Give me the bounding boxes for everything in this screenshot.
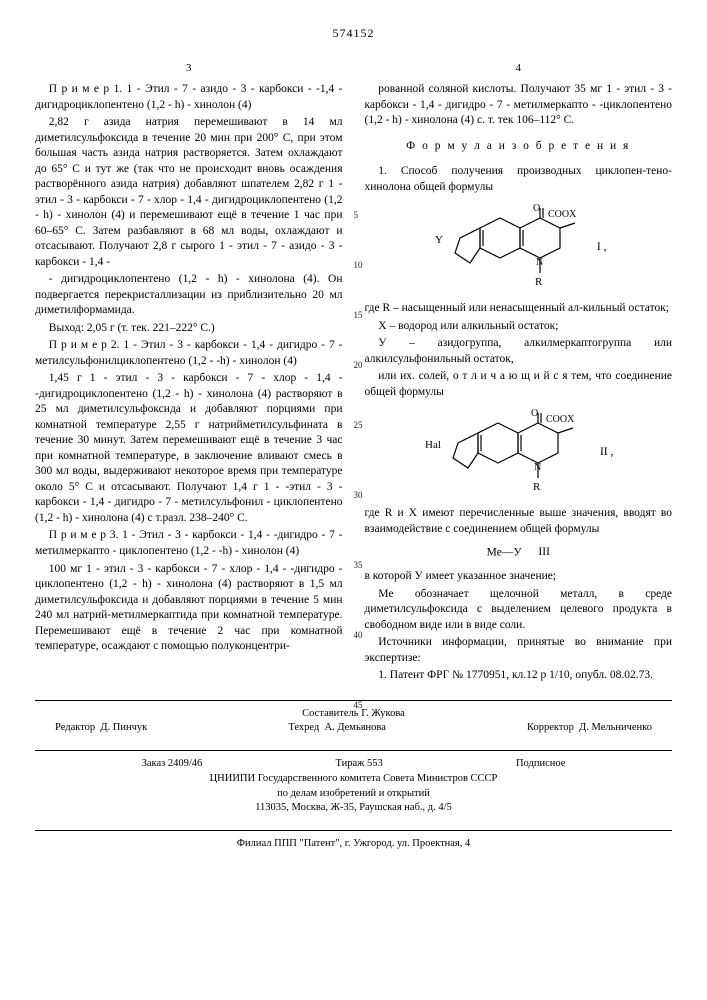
example-3-body: 100 мг 1 - этил - 3 - карбокси - 7 - хло… bbox=[35, 562, 343, 655]
chemical-formula-3: Me—У III bbox=[365, 545, 673, 561]
org-line-1: ЦНИИПИ Государственного комитета Совета … bbox=[35, 772, 672, 787]
document-number: 574152 bbox=[35, 25, 672, 41]
chemical-formula-2: Hal R N O COOX II , bbox=[365, 408, 673, 498]
svg-text:Y: Y bbox=[435, 234, 443, 246]
or-salts: или их. солей, о т л и ч а ю щ и й с я т… bbox=[365, 369, 673, 400]
print-row: Заказ 2409/46 Тираж 553 Подписное bbox=[35, 757, 672, 772]
line-number: 10 bbox=[354, 259, 363, 271]
divider bbox=[35, 750, 672, 751]
where-me: Me обозначает щелочной металл, в среде д… bbox=[365, 587, 673, 634]
example-1-title: П р и м е р 1. 1 - Этил - 7 - азидо - 3 … bbox=[35, 82, 343, 113]
svg-text:COOX: COOX bbox=[548, 209, 577, 220]
where-x: X – водород или алкильный остаток; bbox=[365, 319, 673, 335]
example-2-title: П р и м е р 2. 1 - Этил - 3 - карбокси -… bbox=[35, 338, 343, 369]
example-1-body: 2,82 г азида натрия перемешивают в 14 мл… bbox=[35, 115, 343, 270]
where-y: У – азидогруппа, алкилмеркаптогруппа или… bbox=[365, 336, 673, 367]
sources-heading: Источники информации, принятые во вниман… bbox=[365, 635, 673, 666]
svg-text:O: O bbox=[531, 408, 538, 419]
where-r: где R – насыщенный или ненасыщенный ал-к… bbox=[365, 301, 673, 317]
page-number-right: 4 bbox=[365, 61, 673, 76]
left-column: 3 П р и м е р 1. 1 - Этил - 7 - азидо - … bbox=[35, 61, 343, 686]
page-number-left: 3 bbox=[35, 61, 343, 76]
claim-1: 1. Способ получения производных циклопен… bbox=[365, 164, 673, 195]
subscription: Подписное bbox=[516, 757, 565, 772]
example-1-body-cont: - дигидроциклопентено (1,2 - h) - хиноло… bbox=[35, 272, 343, 319]
formula-2-label: II , bbox=[600, 445, 613, 461]
line-number: 5 bbox=[354, 209, 359, 221]
right-column: 4 рованной соляной кислоты. Получают 35 … bbox=[365, 61, 673, 686]
filial: Филиал ППП "Патент", г. Ужгород. ул. Про… bbox=[35, 837, 672, 852]
address: 113035, Москва, Ж-35, Раушская наб., д. … bbox=[35, 801, 672, 816]
line-number: 40 bbox=[354, 629, 363, 641]
formula-3-label: III bbox=[538, 545, 550, 561]
line-number: 20 bbox=[354, 359, 363, 371]
svg-text:Hal: Hal bbox=[425, 439, 441, 451]
svg-text:O: O bbox=[533, 203, 540, 214]
example-3-title: П р и м е р 3. 1 - Этил - 3 - карбокси -… bbox=[35, 528, 343, 559]
editor: Редактор Д. Пинчук bbox=[55, 721, 147, 736]
corrector: Корректор Д. Мельниченко bbox=[527, 721, 652, 736]
line-number: 35 bbox=[354, 559, 363, 571]
footer: Составитель Г. Жукова Редактор Д. Пинчук… bbox=[35, 700, 672, 852]
example-2-body: 1,45 г 1 - этил - 3 - карбокси - 7 - хло… bbox=[35, 371, 343, 526]
continuation-para: рованной соляной кислоты. Получают 35 мг… bbox=[365, 82, 673, 129]
line-number: 45 bbox=[354, 699, 363, 711]
formula-1-label: I , bbox=[597, 240, 607, 256]
source-1: 1. Патент ФРГ № 1770951, кл.12 р 1/10, о… bbox=[365, 668, 673, 684]
claims-heading: Ф о р м у л а и з о б р е т е н и я bbox=[365, 139, 673, 155]
line-number: 25 bbox=[354, 419, 363, 431]
tirazh: Тираж 553 bbox=[335, 757, 382, 772]
order-number: Заказ 2409/46 bbox=[142, 757, 203, 772]
line-number: 30 bbox=[354, 489, 363, 501]
chemical-formula-1: Y R N O COOX I , bbox=[365, 203, 673, 293]
example-1-yield: Выход: 2,05 г (т. тек. 221–222° С.) bbox=[35, 321, 343, 337]
svg-text:R: R bbox=[533, 481, 541, 493]
columns: 5 10 15 20 25 30 35 40 45 3 П р и м е р … bbox=[35, 61, 672, 686]
credits-row: Редактор Д. Пинчук Техред А. Демьянова К… bbox=[35, 721, 672, 736]
where-rx: где R и X имеют перечисленные выше значе… bbox=[365, 506, 673, 537]
org-line-2: по делам изобретений и открытий bbox=[35, 787, 672, 802]
svg-text:COOX: COOX bbox=[546, 414, 575, 425]
divider bbox=[35, 830, 672, 831]
techred: Техред А. Демьянова bbox=[288, 721, 386, 736]
svg-text:N: N bbox=[534, 462, 541, 473]
line-number: 15 bbox=[354, 309, 363, 321]
svg-text:R: R bbox=[535, 276, 543, 288]
svg-text:N: N bbox=[536, 257, 543, 268]
where-y2: в которой У имеет указанное значение; bbox=[365, 569, 673, 585]
